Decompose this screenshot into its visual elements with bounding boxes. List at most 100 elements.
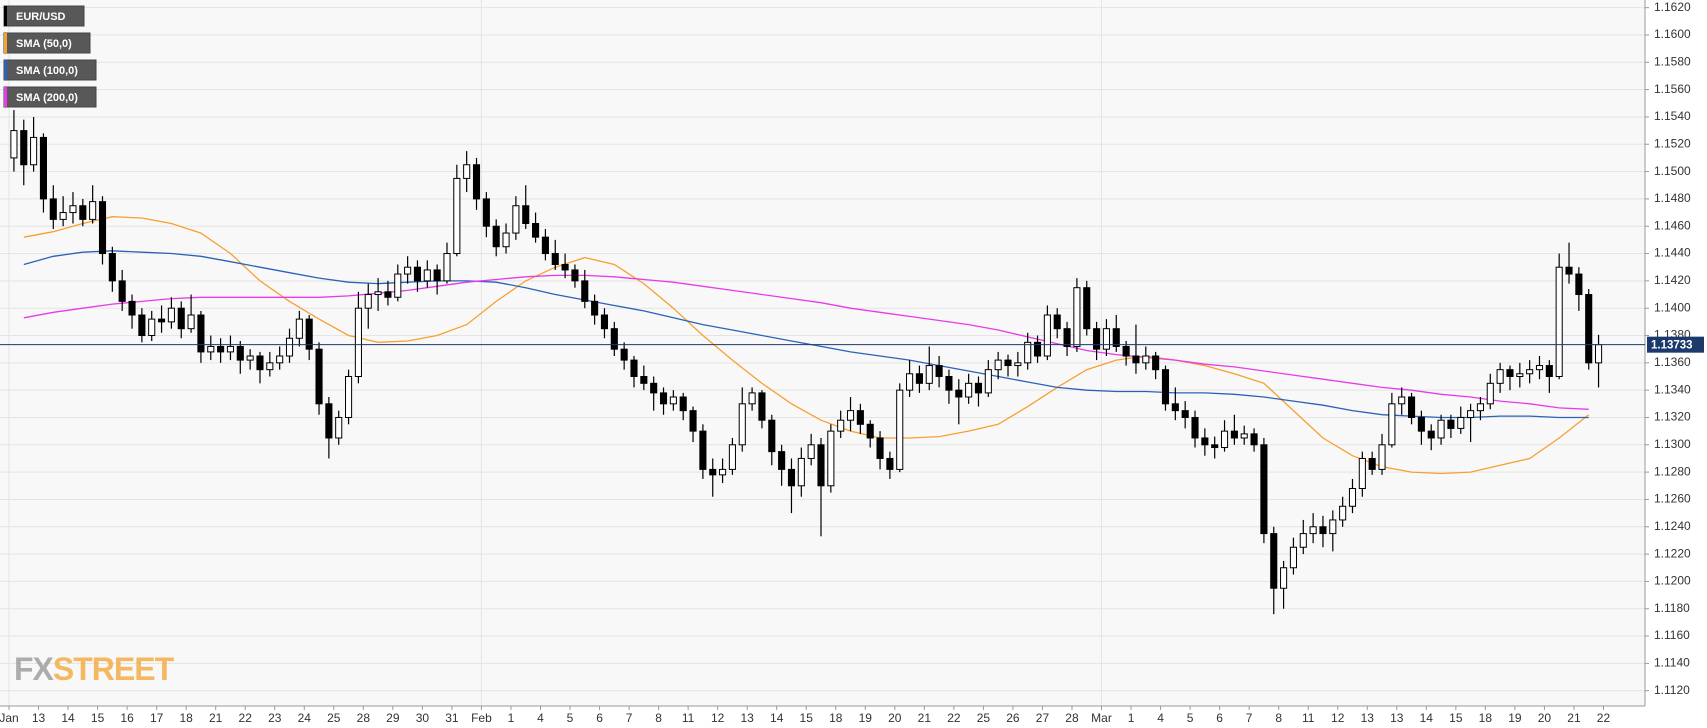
candle-body	[305, 318, 313, 350]
x-tick-label: 24	[298, 711, 312, 725]
x-tick-label: 25	[327, 711, 341, 725]
candle-body	[679, 396, 687, 412]
candle-body	[856, 410, 864, 425]
candle-body	[1122, 345, 1130, 357]
sma-line	[23, 250, 1589, 419]
candle-body	[1368, 457, 1376, 470]
x-tick-label: 21	[918, 711, 932, 725]
x-tick-label: 26	[1006, 711, 1020, 725]
candle-body	[295, 318, 303, 339]
candle-body	[787, 468, 796, 487]
x-tick-label: 29	[386, 711, 400, 725]
candle-body	[994, 359, 1002, 371]
candle-body	[1565, 266, 1573, 275]
y-tick-label: 1.1140	[1654, 656, 1690, 670]
x-tick-label: 18	[179, 711, 193, 725]
candle-body	[807, 444, 815, 459]
x-tick-label: 14	[1420, 711, 1434, 725]
candle-body	[423, 269, 431, 282]
candle-body	[1575, 273, 1583, 296]
y-tick-label: 1.1120	[1654, 683, 1690, 697]
x-tick-label: Feb	[471, 711, 492, 725]
candle-body	[1467, 410, 1475, 418]
y-tick-label: 1.1520	[1654, 136, 1691, 150]
candle-body	[384, 291, 392, 298]
x-tick-label: 4	[1157, 711, 1164, 725]
candle-body	[69, 205, 77, 214]
candle-body	[768, 419, 776, 453]
candle-body	[1358, 457, 1366, 490]
candle-body	[876, 437, 884, 459]
x-tick-label: 21	[1567, 711, 1581, 725]
candle-body	[1201, 437, 1209, 446]
sma-line	[23, 216, 1590, 475]
y-tick-label: 1.1400	[1654, 300, 1691, 314]
candle-body	[1033, 341, 1042, 357]
candle-body	[1309, 526, 1317, 535]
candle-body	[285, 337, 294, 357]
x-tick-label: 22	[1597, 711, 1611, 725]
candle-body	[1161, 369, 1170, 405]
x-tick-label: 19	[859, 711, 873, 725]
candle-body	[472, 164, 481, 200]
watermark-part: STREET	[53, 651, 175, 687]
candle-body	[394, 273, 402, 298]
y-tick-label: 1.1480	[1654, 191, 1691, 205]
candle-body	[413, 266, 422, 282]
candle-body	[630, 359, 638, 377]
candle-body	[659, 392, 668, 405]
y-tick-label: 1.1440	[1654, 246, 1691, 260]
y-tick-label: 1.1500	[1654, 164, 1691, 178]
y-tick-label: 1.1340	[1654, 382, 1691, 396]
candle-body	[561, 263, 569, 271]
candle-body	[1388, 403, 1396, 446]
x-tick-label: Jan	[0, 711, 19, 725]
candle-body	[1240, 433, 1248, 439]
watermark-part: FX	[14, 651, 55, 687]
candle-body	[1181, 410, 1189, 418]
candle-body	[1427, 430, 1435, 439]
candle-body	[1250, 433, 1258, 446]
x-tick-label: 13	[1361, 711, 1375, 725]
candle-body	[945, 375, 953, 391]
candle-body	[1053, 314, 1061, 330]
candle-body	[89, 201, 97, 220]
candle-body	[1112, 328, 1120, 347]
y-tick-label: 1.1360	[1654, 355, 1691, 369]
x-tick-label: 1	[1128, 711, 1135, 725]
sma-line	[23, 274, 1589, 410]
legend-label: SMA (200,0)	[16, 92, 78, 104]
candle-body	[217, 345, 225, 353]
candle-body	[955, 389, 963, 398]
x-tick-label: 15	[1449, 711, 1463, 725]
candle-body	[197, 314, 205, 353]
candle-body	[1378, 444, 1386, 470]
candle-body	[984, 369, 992, 394]
candle-body	[1545, 365, 1553, 377]
candle-body	[699, 430, 707, 470]
legend-swatch	[4, 6, 7, 26]
candle-body	[1398, 396, 1406, 405]
x-tick-label: 8	[1275, 711, 1282, 725]
candle-body	[128, 300, 136, 316]
x-tick-label: 27	[1036, 711, 1050, 725]
candle-body	[138, 314, 146, 337]
x-tick-label: 28	[357, 711, 371, 725]
candle-body	[1093, 328, 1101, 350]
candle-body	[620, 348, 628, 361]
candle-body	[640, 375, 648, 384]
y-tick-label: 1.1320	[1654, 410, 1691, 424]
x-tick-label: 22	[239, 711, 253, 725]
y-tick-label: 1.1240	[1654, 519, 1691, 533]
candle-body	[1230, 430, 1238, 439]
x-tick-label: 18	[1479, 711, 1493, 725]
candle-body	[600, 314, 609, 330]
candle-body	[345, 375, 353, 418]
legend-swatch	[4, 87, 7, 107]
x-tick-label: 15	[91, 711, 105, 725]
x-tick-label: Mar	[1091, 711, 1112, 725]
candle-body	[748, 392, 756, 405]
x-tick-label: 22	[947, 711, 961, 725]
